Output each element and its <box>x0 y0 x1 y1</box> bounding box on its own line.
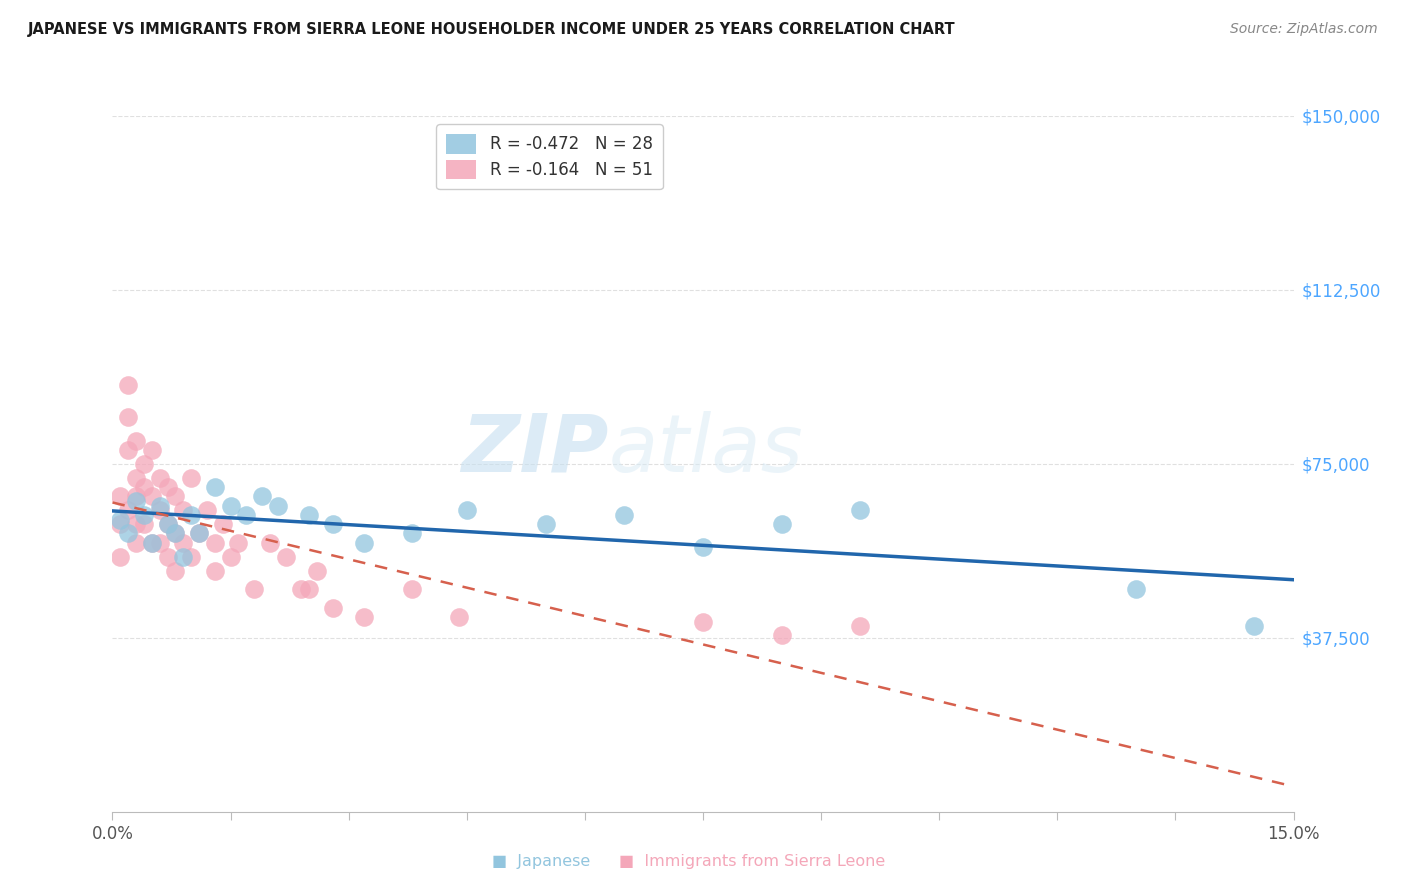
Point <box>204 564 226 578</box>
Point <box>274 549 297 564</box>
Point <box>353 610 375 624</box>
Point <box>447 610 470 624</box>
Point <box>849 503 872 517</box>
Point <box>188 526 211 541</box>
Point <box>156 480 179 494</box>
Point <box>117 526 139 541</box>
Point <box>110 512 132 526</box>
Point <box>849 619 872 633</box>
Point <box>110 549 132 564</box>
Point <box>180 549 202 564</box>
Point <box>165 526 187 541</box>
Text: JAPANESE VS IMMIGRANTS FROM SIERRA LEONE HOUSEHOLDER INCOME UNDER 25 YEARS CORRE: JAPANESE VS IMMIGRANTS FROM SIERRA LEONE… <box>28 22 956 37</box>
Point <box>110 489 132 503</box>
Point <box>132 480 155 494</box>
Point <box>401 582 423 596</box>
Point <box>692 541 714 555</box>
Text: ■  Japanese: ■ Japanese <box>492 854 591 869</box>
Point <box>125 494 148 508</box>
Point <box>204 480 226 494</box>
Point <box>141 489 163 503</box>
Point <box>250 489 273 503</box>
Point <box>770 517 793 532</box>
Point <box>156 517 179 532</box>
Point <box>172 549 194 564</box>
Point <box>165 526 187 541</box>
Point <box>149 503 172 517</box>
Point <box>149 471 172 485</box>
Point <box>267 499 290 513</box>
Point <box>149 535 172 549</box>
Point <box>117 378 139 392</box>
Point <box>172 535 194 549</box>
Point <box>456 503 478 517</box>
Text: ■  Immigrants from Sierra Leone: ■ Immigrants from Sierra Leone <box>619 854 884 869</box>
Point <box>298 582 321 596</box>
Point <box>125 434 148 448</box>
Point <box>692 615 714 629</box>
Point <box>1243 619 1265 633</box>
Point <box>141 442 163 457</box>
Point <box>165 564 187 578</box>
Point <box>322 600 344 615</box>
Text: Source: ZipAtlas.com: Source: ZipAtlas.com <box>1230 22 1378 37</box>
Point <box>290 582 312 596</box>
Point <box>125 471 148 485</box>
Point <box>235 508 257 522</box>
Point <box>211 517 233 532</box>
Point <box>534 517 557 532</box>
Point <box>110 517 132 532</box>
Point <box>180 471 202 485</box>
Point <box>259 535 281 549</box>
Point <box>125 517 148 532</box>
Point <box>141 535 163 549</box>
Point <box>125 535 148 549</box>
Point <box>219 549 242 564</box>
Point <box>195 503 218 517</box>
Point <box>180 508 202 522</box>
Point <box>165 489 187 503</box>
Point <box>125 489 148 503</box>
Text: ZIP: ZIP <box>461 411 609 489</box>
Point <box>132 457 155 471</box>
Point <box>141 535 163 549</box>
Point <box>243 582 266 596</box>
Point <box>307 564 329 578</box>
Point <box>132 517 155 532</box>
Point <box>156 549 179 564</box>
Point <box>770 628 793 642</box>
Point <box>117 503 139 517</box>
Text: atlas: atlas <box>609 411 803 489</box>
Point <box>149 499 172 513</box>
Point <box>188 526 211 541</box>
Legend: R = -0.472   N = 28, R = -0.164   N = 51: R = -0.472 N = 28, R = -0.164 N = 51 <box>436 124 662 189</box>
Point <box>156 517 179 532</box>
Point <box>353 535 375 549</box>
Point <box>401 526 423 541</box>
Point <box>613 508 636 522</box>
Point <box>172 503 194 517</box>
Point <box>298 508 321 522</box>
Point <box>1125 582 1147 596</box>
Point <box>228 535 250 549</box>
Point <box>322 517 344 532</box>
Point <box>132 508 155 522</box>
Point <box>219 499 242 513</box>
Point <box>117 442 139 457</box>
Point <box>117 410 139 425</box>
Point <box>204 535 226 549</box>
